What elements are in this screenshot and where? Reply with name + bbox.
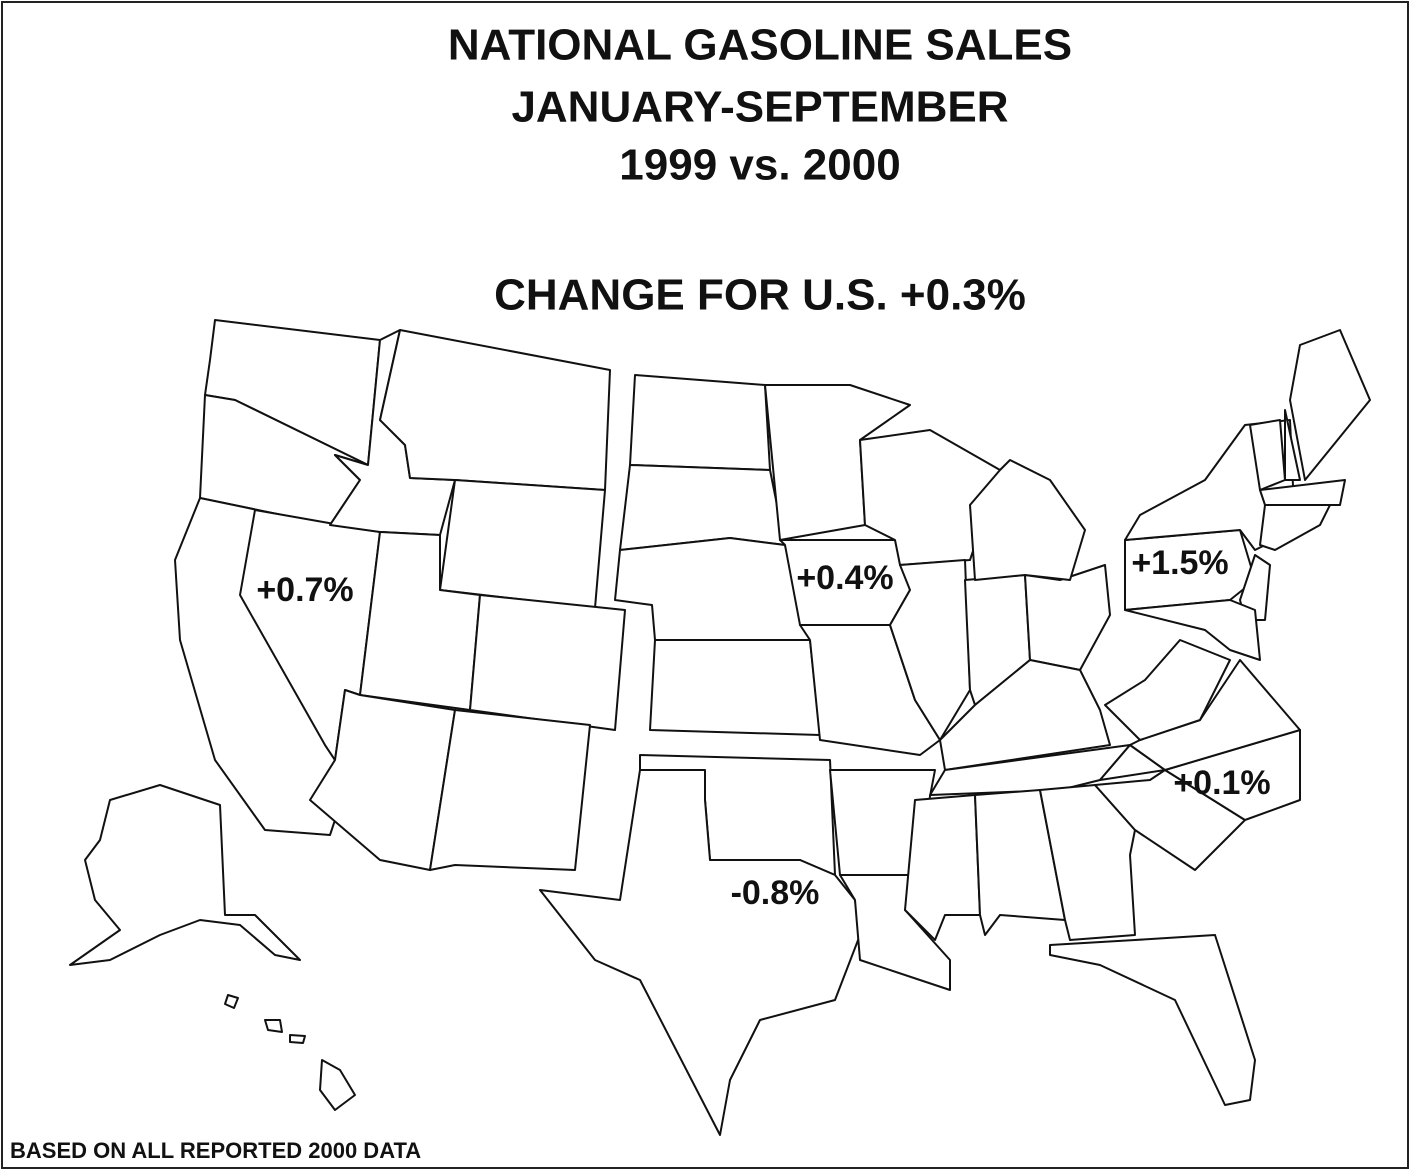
value-label: -0.8% — [731, 874, 820, 912]
hawaii — [289, 1034, 306, 1044]
hawaii — [319, 1059, 356, 1111]
state — [1104, 639, 1231, 741]
state — [1289, 329, 1371, 481]
subtitle: CHANGE FOR U.S. +0.3% — [494, 271, 1026, 320]
state — [1049, 934, 1256, 1106]
state — [379, 329, 611, 491]
state — [429, 709, 591, 871]
title-line: JANUARY-SEPTEMBER — [511, 83, 1008, 132]
alaska — [69, 784, 301, 966]
value-label: +0.7% — [256, 571, 353, 609]
state — [969, 459, 1086, 581]
state — [619, 464, 786, 551]
title-line: 1999 vs. 2000 — [619, 141, 900, 190]
us-map — [69, 319, 1371, 1136]
state — [439, 479, 606, 609]
state — [539, 769, 861, 1136]
title-line: NATIONAL GASOLINE SALES — [448, 21, 1072, 70]
value-label: +0.1% — [1173, 764, 1270, 802]
state — [649, 639, 821, 736]
value-label: +0.4% — [796, 559, 893, 597]
value-label: +1.5% — [1131, 544, 1228, 582]
state — [629, 374, 771, 471]
hawaii — [264, 1019, 283, 1033]
state — [469, 594, 626, 731]
hawaii — [224, 994, 239, 1009]
state — [1284, 409, 1301, 481]
state — [929, 744, 1131, 796]
state — [1259, 479, 1346, 506]
state — [1099, 729, 1301, 821]
state — [1124, 599, 1261, 661]
footer: BASED ON ALL REPORTED 2000 DATA — [10, 1138, 421, 1163]
state — [1259, 504, 1331, 551]
